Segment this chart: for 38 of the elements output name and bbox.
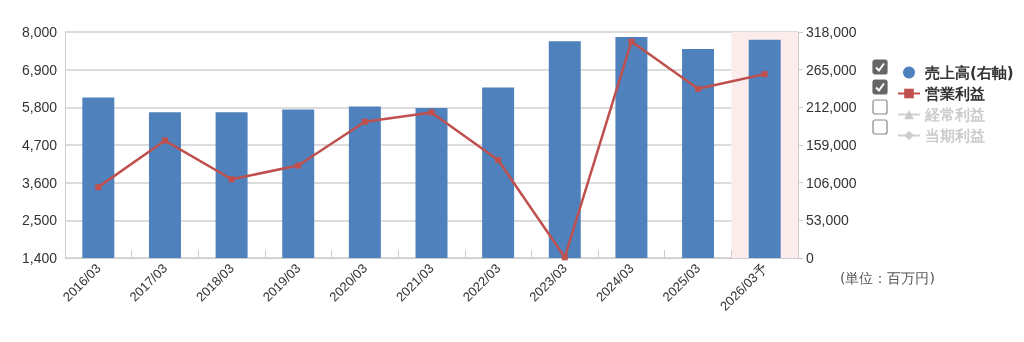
bar	[82, 97, 115, 258]
bar	[415, 108, 448, 258]
y-tick-label: 5,800	[21, 99, 58, 116]
point	[628, 38, 635, 45]
point	[695, 85, 702, 92]
point	[495, 157, 502, 164]
legend-label: 営業利益	[925, 84, 985, 103]
point	[761, 71, 768, 78]
point	[95, 184, 102, 191]
point	[428, 109, 435, 116]
y-tick-label: 6,900	[21, 61, 58, 78]
y-tick-label: 3,600	[21, 174, 58, 191]
point	[161, 137, 168, 144]
bar	[548, 41, 581, 258]
y2-tick-label: 0	[806, 250, 814, 266]
y-tick-label: 4,700	[21, 137, 58, 153]
y-tick-label: 1,400	[21, 250, 58, 266]
y2-tick-label: 159,000	[806, 137, 857, 153]
point	[361, 118, 368, 125]
bar	[615, 36, 648, 258]
point	[228, 176, 235, 183]
y2-tick-label: 53,000	[806, 212, 850, 229]
bar	[148, 112, 181, 258]
point	[561, 254, 568, 261]
y2-tick-label: 265,000	[806, 61, 857, 78]
bar	[282, 109, 315, 258]
y2-tick-label: 106,000	[806, 174, 857, 191]
y2-tick-label: 212,000	[806, 99, 857, 116]
y2-tick-label: 318,000	[806, 24, 857, 40]
point	[295, 162, 302, 169]
text: (単位：百万円)	[840, 270, 935, 288]
bar	[682, 49, 715, 258]
bar	[215, 112, 248, 258]
y-tick-label: 2,500	[21, 212, 58, 229]
bar	[348, 106, 381, 258]
bar	[482, 87, 515, 258]
legend-label: 売上高(右軸)	[925, 63, 1014, 82]
y-tick-label: 8,000	[21, 24, 58, 40]
